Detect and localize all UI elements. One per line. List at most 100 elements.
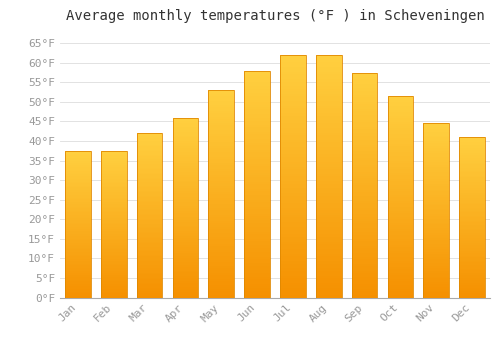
Bar [101, 201, 126, 202]
Bar [459, 212, 485, 214]
Bar [101, 293, 126, 295]
Bar [65, 220, 91, 221]
Bar [352, 93, 378, 95]
Bar [172, 154, 199, 155]
Bar [65, 198, 91, 199]
Bar [244, 100, 270, 103]
Bar [280, 96, 306, 99]
Bar [101, 166, 126, 167]
Bar [208, 192, 234, 194]
Bar [208, 221, 234, 223]
Bar [280, 172, 306, 174]
Bar [172, 254, 199, 256]
Bar [65, 281, 91, 283]
Bar [424, 195, 449, 197]
Bar [101, 161, 126, 162]
Bar [424, 268, 449, 270]
Bar [172, 188, 199, 190]
Bar [244, 189, 270, 191]
Bar [208, 140, 234, 142]
Bar [388, 257, 413, 259]
Bar [208, 229, 234, 231]
Bar [244, 120, 270, 123]
Bar [172, 225, 199, 227]
Bar [208, 152, 234, 154]
Bar [208, 279, 234, 281]
Bar [388, 145, 413, 146]
Bar [172, 191, 199, 193]
Bar [101, 189, 126, 190]
Bar [244, 93, 270, 96]
Bar [280, 86, 306, 89]
Bar [459, 168, 485, 169]
Bar [65, 211, 91, 212]
Bar [459, 250, 485, 251]
Bar [388, 235, 413, 237]
Bar [280, 227, 306, 230]
Bar [244, 168, 270, 170]
Bar [101, 233, 126, 235]
Bar [244, 284, 270, 286]
Bar [316, 96, 342, 99]
Bar [244, 243, 270, 245]
Bar [101, 267, 126, 268]
Bar [352, 124, 378, 127]
Bar [101, 271, 126, 273]
Bar [316, 234, 342, 237]
Bar [244, 238, 270, 241]
Bar [136, 240, 162, 241]
Bar [459, 224, 485, 225]
Bar [101, 242, 126, 243]
Bar [65, 155, 91, 157]
Bar [280, 268, 306, 271]
Bar [352, 284, 378, 286]
Bar [424, 270, 449, 271]
Bar [352, 273, 378, 275]
Bar [280, 99, 306, 101]
Bar [316, 167, 342, 169]
Bar [65, 246, 91, 248]
Bar [172, 186, 199, 188]
Bar [280, 217, 306, 220]
Bar [316, 60, 342, 62]
Bar [244, 98, 270, 100]
Bar [424, 137, 449, 139]
Bar [136, 140, 162, 141]
Bar [352, 219, 378, 221]
Bar [352, 198, 378, 201]
Bar [388, 138, 413, 140]
Bar [280, 174, 306, 176]
Bar [101, 295, 126, 296]
Bar [136, 294, 162, 296]
Bar [352, 115, 378, 118]
Bar [65, 190, 91, 192]
Bar [424, 183, 449, 184]
Bar [316, 55, 342, 298]
Bar [172, 242, 199, 244]
Bar [65, 208, 91, 210]
Bar [316, 188, 342, 191]
Bar [352, 277, 378, 280]
Bar [244, 164, 270, 166]
Bar [388, 215, 413, 217]
Bar [65, 275, 91, 277]
Bar [316, 55, 342, 57]
Bar [136, 189, 162, 191]
Bar [388, 134, 413, 136]
Bar [280, 89, 306, 91]
Bar [172, 146, 199, 148]
Bar [208, 285, 234, 287]
Bar [65, 160, 91, 161]
Bar [136, 143, 162, 145]
Bar [244, 166, 270, 168]
Bar [424, 129, 449, 131]
Bar [459, 158, 485, 160]
Bar [244, 279, 270, 282]
Bar [244, 191, 270, 193]
Bar [101, 215, 126, 217]
Bar [459, 163, 485, 164]
Bar [352, 122, 378, 124]
Bar [136, 257, 162, 258]
Bar [316, 215, 342, 217]
Bar [424, 165, 449, 167]
